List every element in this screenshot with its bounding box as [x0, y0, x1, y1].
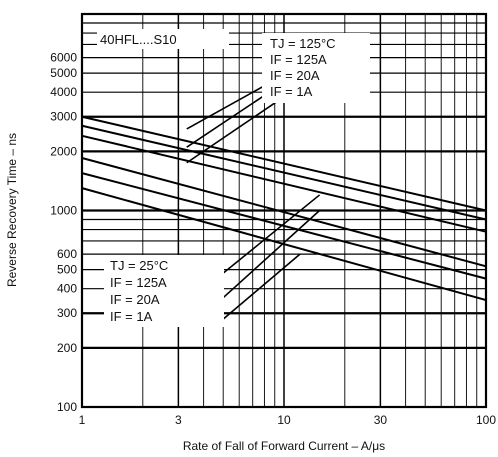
- data-lines: [81, 115, 487, 302]
- x-tick-label: 30: [374, 413, 388, 427]
- tj125-legend-box: [262, 33, 370, 103]
- x-tick-label: 10: [277, 413, 291, 427]
- x-tick-label: 3: [175, 413, 182, 427]
- tj125-condition-label: TJ = 125°C: [270, 36, 336, 51]
- tj125-current-20a: IF = 20A: [270, 68, 320, 83]
- device-label: 40HFL....S10: [100, 32, 177, 47]
- tj25-current-20a: IF = 20A: [110, 292, 160, 307]
- annotation-leader-line: [222, 209, 321, 299]
- tj125-current-1a: IF = 1A: [270, 84, 313, 99]
- series-line-2: [81, 124, 487, 221]
- tj25-legend-box: [104, 255, 224, 327]
- tj25-current-1a: IF = 1A: [110, 309, 153, 324]
- tj125-current-125a: IF = 125A: [270, 52, 327, 67]
- x-axis-label: Rate of Fall of Forward Current – A/μs: [183, 439, 385, 453]
- y-tick-label: 100: [57, 400, 77, 414]
- annotation-leader-line: [222, 194, 321, 274]
- y-tick-label: 6000: [50, 51, 77, 65]
- y-tick-label: 2000: [50, 144, 77, 158]
- x-tick-label: 100: [476, 413, 496, 427]
- y-tick-label: 500: [57, 263, 77, 277]
- y-tick-label: 1000: [50, 204, 77, 218]
- y-tick-label: 300: [57, 306, 77, 320]
- annotation-leader-line: [222, 253, 301, 320]
- y-tick-label: 400: [57, 282, 77, 296]
- annotation-leader-line: [186, 91, 292, 164]
- series-line-6: [81, 187, 487, 302]
- y-tick-label: 3000: [50, 110, 77, 124]
- tj25-condition-label: TJ = 25°C: [110, 258, 168, 273]
- tick-labels: 1 3 10 30 100 100 200 300 400 500 600 1000 2000 3000 4…: [50, 51, 496, 427]
- y-tick-label: 5000: [50, 66, 77, 80]
- tj25-current-125a: IF = 125A: [110, 275, 167, 290]
- device-label-box: [97, 29, 229, 49]
- y-tick-label: 200: [57, 341, 77, 355]
- series-line-4: [81, 157, 487, 268]
- x-tick-label: 1: [79, 413, 86, 427]
- series-line-3: [81, 134, 487, 233]
- series-line-1: [81, 115, 487, 212]
- y-tick-label: 600: [57, 247, 77, 261]
- y-axis-label: Reverse Recovery Time – ns: [5, 133, 19, 287]
- y-tick-label: 4000: [50, 85, 77, 99]
- series-line-5: [81, 172, 487, 280]
